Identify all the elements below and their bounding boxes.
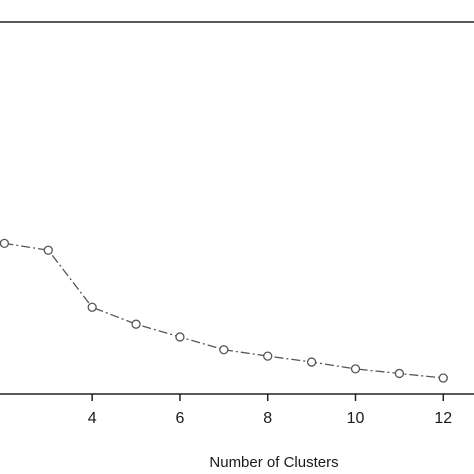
series-line [4,242,444,379]
series-point [0,238,10,249]
x-axis-tick-labels: 4 6 8 10 12 [88,410,453,427]
x-axis-title: Number of Clusters [209,454,338,471]
x-tick-label: 4 [88,410,97,427]
x-tick-label: 6 [175,410,184,427]
series-point [394,368,405,379]
series-point [131,319,141,329]
x-tick-label: 12 [434,410,452,427]
series-point [43,245,53,255]
series-points [0,238,448,383]
series-point [175,332,185,342]
series-point [219,345,229,355]
x-axis-ticks [91,394,445,401]
series-point [306,357,317,367]
series-point [263,351,273,361]
x-tick-label: 10 [347,410,365,427]
series-point [438,373,448,383]
series-point [350,364,361,374]
plot-frame [0,21,474,395]
series-point [87,302,97,312]
x-tick-label: 8 [263,410,272,427]
